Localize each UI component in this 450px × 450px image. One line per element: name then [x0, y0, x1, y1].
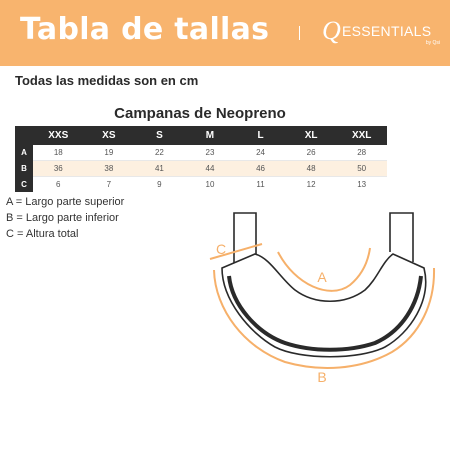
- column-header: S: [134, 126, 185, 145]
- brand-logo-name: ESSENTIALS: [342, 23, 432, 39]
- label-c: C: [216, 241, 226, 257]
- table-cell: 26: [285, 145, 337, 161]
- label-a: A: [317, 269, 327, 285]
- label-b: B: [317, 369, 326, 385]
- table-cell: 24: [235, 145, 286, 161]
- table-cell: 22: [134, 145, 185, 161]
- legend-item-a: A = Largo parte superior: [6, 196, 125, 208]
- brand-logo: Q ESSENTIALS by Qsi: [322, 18, 440, 48]
- table-cell: 44: [184, 160, 236, 177]
- row-label: A: [15, 145, 33, 161]
- table-cell: 28: [336, 145, 387, 161]
- boot-outline: [221, 253, 427, 358]
- right-strap: [389, 212, 414, 262]
- column-header: L: [235, 126, 286, 145]
- measurement-legend: A = Largo parte superior B = Largo parte…: [6, 194, 124, 242]
- table-cell: 9: [157, 180, 162, 189]
- column-header: XXL: [336, 126, 387, 145]
- table-cell: 11: [256, 180, 265, 189]
- row-label: B: [15, 160, 33, 177]
- header-banner: Tabla de tallas Q ESSENTIALS by Qsi: [0, 0, 450, 66]
- brand-logo-q: Q: [322, 16, 341, 45]
- brand-logo-sub: by Qsi: [425, 40, 440, 46]
- column-header: XS: [83, 126, 135, 145]
- table-cell: 50: [336, 160, 387, 177]
- column-header: XL: [285, 126, 337, 145]
- row-label: C: [15, 176, 33, 192]
- table-row: C 6 7 9 10 11 12 13: [15, 176, 387, 192]
- measure-arc-a: [277, 247, 371, 292]
- table-cell: 23: [184, 145, 236, 161]
- header-divider: [299, 26, 300, 40]
- table-cell: 10: [205, 180, 215, 189]
- table-corner: [15, 126, 33, 145]
- table-cell: 18: [33, 145, 84, 161]
- table-cell: 12: [306, 180, 316, 189]
- legend-item-b: B = Largo parte inferior: [6, 212, 119, 224]
- legend-item-c: C = Altura total: [6, 228, 79, 240]
- table-cell: 13: [357, 180, 367, 189]
- size-table: XXS XS S M L XL XXL A 18 19 22 23 24 26 …: [15, 126, 387, 192]
- page-title: Tabla de tallas: [20, 12, 270, 47]
- units-note: Todas las medidas son en cm: [15, 73, 199, 88]
- table-cell: 7: [106, 180, 112, 189]
- size-table-header-row: XXS XS S M L XL XXL: [15, 126, 387, 145]
- table-cell: 41: [134, 160, 185, 177]
- table-cell: 38: [83, 160, 135, 177]
- table-cell: 48: [285, 160, 337, 177]
- table-row: B 36 38 41 44 46 48 50: [15, 160, 387, 177]
- column-header: XXS: [33, 126, 84, 145]
- column-header: M: [184, 126, 236, 145]
- table-title: Campanas de Neopreno: [114, 105, 286, 122]
- measure-line-c: [209, 243, 263, 260]
- table-cell: 19: [83, 145, 135, 161]
- table-cell: 46: [235, 160, 286, 177]
- measure-arc-b: [213, 267, 436, 369]
- boot-rim: [227, 275, 423, 352]
- table-cell: 36: [33, 160, 84, 177]
- table-row: A 18 19 22 23 24 26 28: [15, 145, 387, 161]
- table-cell: 6: [56, 180, 61, 189]
